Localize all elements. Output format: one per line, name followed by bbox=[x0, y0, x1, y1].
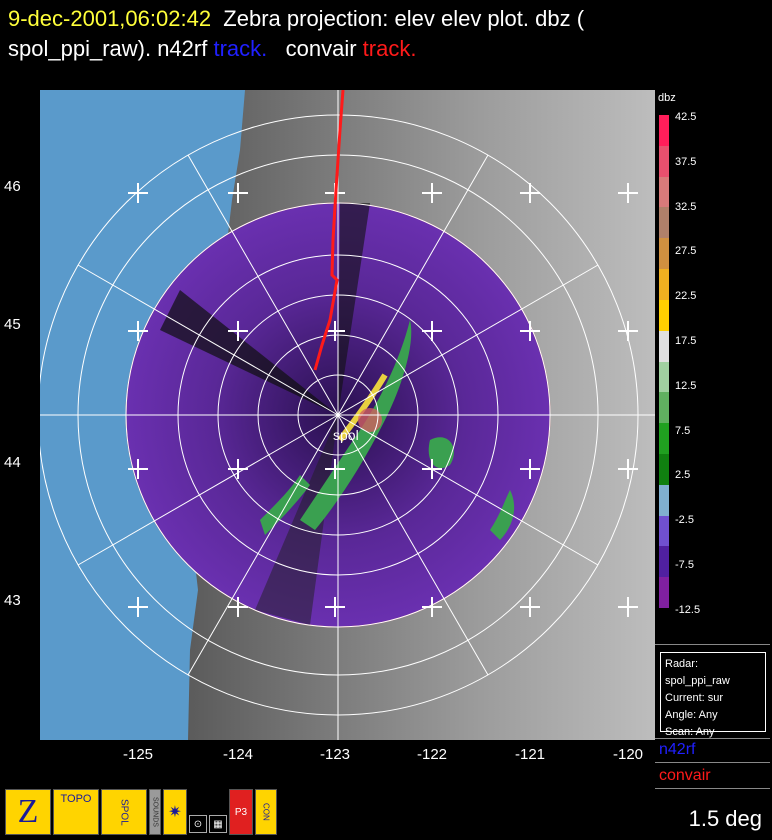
lat-label-43: 43 bbox=[4, 592, 21, 609]
lon-label-123: -123 bbox=[319, 746, 351, 763]
lat-label-46: 46 bbox=[4, 178, 21, 195]
sounds-icon[interactable]: SOUNDS bbox=[149, 789, 161, 835]
colorbar-segment bbox=[659, 361, 669, 393]
colorbar-title: dbz bbox=[658, 92, 676, 104]
colorbar-segment bbox=[659, 423, 669, 454]
colorbar-segment bbox=[659, 299, 669, 331]
colorbar-segment bbox=[659, 330, 669, 362]
colorbar-label: 17.5 bbox=[675, 335, 697, 347]
title-track-red: track. bbox=[362, 36, 417, 61]
title-convair: convair bbox=[285, 36, 357, 61]
colorbar-segment bbox=[659, 577, 669, 608]
legend-convair[interactable]: convair bbox=[659, 767, 711, 784]
colorbar-segment bbox=[659, 115, 669, 146]
colorbar-segment bbox=[659, 238, 669, 270]
title-datetime: 9-dec-2001,06:02:42 bbox=[8, 6, 212, 31]
zebra-icon[interactable]: Z bbox=[5, 789, 51, 835]
echo-band bbox=[300, 320, 412, 530]
status-scan: Scan: Any bbox=[665, 726, 715, 738]
grid-icon[interactable]: ▦ bbox=[209, 815, 227, 833]
title-source: spol_ppi_raw). n42rf bbox=[8, 36, 208, 61]
lat-label-45: 45 bbox=[4, 316, 21, 333]
colorbar-segment bbox=[659, 515, 669, 547]
p3-icon[interactable]: P3 bbox=[229, 789, 253, 835]
legend-n42rf[interactable]: n42rf bbox=[659, 741, 696, 758]
lat-label-44: 44 bbox=[4, 454, 21, 471]
plot-title: 9-dec-2001,06:02:42 Zebra projection: el… bbox=[8, 4, 768, 64]
wheel-icon[interactable]: ✷ bbox=[163, 789, 187, 835]
colorbar-segment bbox=[659, 269, 669, 300]
colorbar-label: 27.5 bbox=[675, 245, 697, 258]
spol-icon[interactable]: SPOL bbox=[101, 789, 147, 835]
status-radar: Radar: spol_ppi_raw bbox=[665, 658, 730, 687]
colorbar-label: 22.5 bbox=[675, 290, 697, 303]
colorbar-label: 37.5 bbox=[675, 155, 697, 168]
colorbar-segment bbox=[659, 176, 669, 208]
convair-icon[interactable]: CON bbox=[255, 789, 277, 835]
status-angle: Angle: Any bbox=[665, 709, 718, 721]
colorbar-segment bbox=[659, 484, 669, 516]
lon-label-125: -125 bbox=[122, 746, 154, 763]
status-current: Current: sur bbox=[665, 692, 724, 704]
colorbar-label: -12.5 bbox=[675, 603, 701, 616]
colorbar-label: 7.5 bbox=[675, 424, 691, 437]
separator bbox=[655, 788, 770, 789]
lat-lon-crosses bbox=[128, 183, 638, 617]
colorbar-label: 32.5 bbox=[675, 200, 697, 213]
colorbar-label: 2.5 bbox=[675, 469, 691, 482]
radar-site-label: spol bbox=[333, 427, 359, 443]
circle-icon[interactable]: ⊙ bbox=[189, 815, 207, 833]
colorbar-label: 42.5 bbox=[675, 111, 697, 123]
lon-label-120: -120 bbox=[612, 746, 644, 763]
convair-track bbox=[313, 90, 345, 371]
separator bbox=[655, 738, 770, 739]
icon-toolbar: Z TOPO SPOL SOUNDS ✷ ⊙ ▦ P3 CON bbox=[5, 789, 277, 835]
colorbar-label: -2.5 bbox=[675, 514, 694, 527]
topo-icon[interactable]: TOPO bbox=[53, 789, 99, 835]
lon-label-124: -124 bbox=[222, 746, 254, 763]
colorbar-segment bbox=[659, 546, 669, 578]
azimuth-spokes bbox=[40, 90, 655, 740]
colorbar-label: -7.5 bbox=[675, 559, 694, 571]
separator bbox=[655, 644, 770, 645]
colorbar-segment bbox=[659, 392, 669, 424]
title-description: Zebra projection: elev elev plot. dbz ( bbox=[223, 6, 585, 31]
colorbar-segment bbox=[659, 207, 669, 239]
title-track-blue: track. bbox=[213, 36, 268, 61]
colorbar bbox=[659, 115, 669, 608]
colorbar-segment bbox=[659, 145, 669, 177]
separator bbox=[655, 762, 770, 763]
elevation-angle: 1.5 deg bbox=[688, 806, 762, 831]
radar-map[interactable]: spol bbox=[40, 90, 655, 740]
colorbar-label: 12.5 bbox=[675, 379, 697, 392]
status-box: Radar: spol_ppi_raw Current: sur Angle: … bbox=[660, 652, 766, 738]
colorbar-segment bbox=[659, 453, 669, 485]
lon-label-122: -122 bbox=[416, 746, 448, 763]
lon-label-121: -121 bbox=[514, 746, 546, 763]
